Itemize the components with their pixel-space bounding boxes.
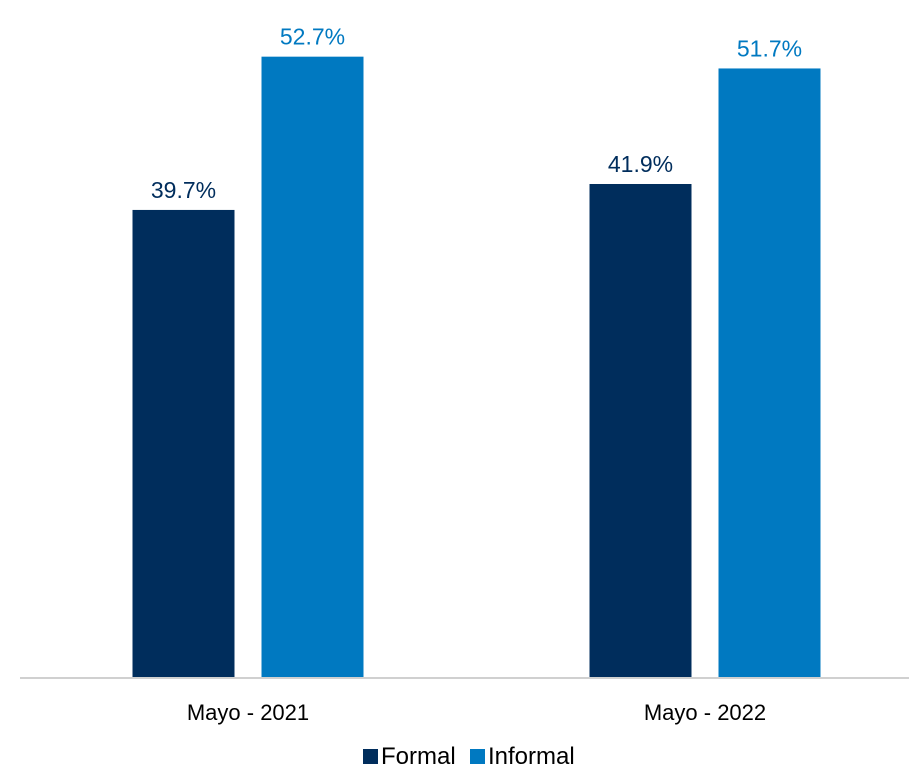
bar-informal-2 <box>718 68 821 678</box>
category-label-2: Mayo - 2022 <box>644 700 766 725</box>
bar-informal-1 <box>261 56 364 679</box>
value-labels-group: 39.7% 52.7% 41.9% 51.7% <box>151 24 802 203</box>
data-label-informal-1: 52.7% <box>280 24 345 50</box>
data-label-formal-2: 41.9% <box>608 151 673 177</box>
bars-group <box>132 56 821 679</box>
legend-label-formal: Formal <box>381 743 456 770</box>
data-label-informal-2: 51.7% <box>737 35 802 61</box>
legend-swatch-formal <box>363 749 378 764</box>
category-labels-group: Mayo - 2021 Mayo - 2022 <box>187 700 766 725</box>
legend-swatch-informal <box>470 749 485 764</box>
legend: Formal Informal <box>363 743 575 770</box>
bar-formal-1 <box>132 209 235 678</box>
bar-formal-2 <box>589 183 692 678</box>
data-label-formal-1: 39.7% <box>151 177 216 203</box>
category-label-1: Mayo - 2021 <box>187 700 309 725</box>
legend-label-informal: Informal <box>488 743 575 770</box>
